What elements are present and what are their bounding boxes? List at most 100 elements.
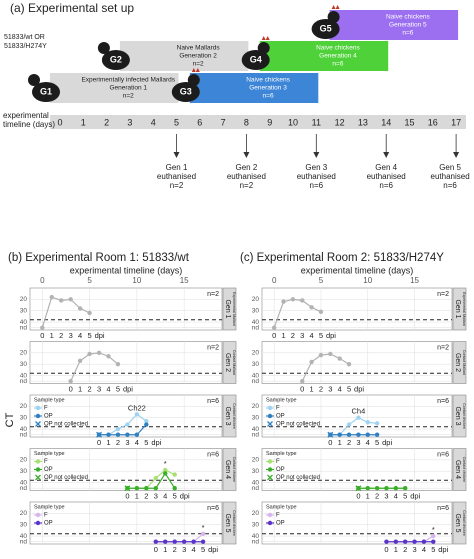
point <box>393 486 399 491</box>
dpi-tick-label: 4 <box>338 384 342 393</box>
dpi-label: dpi <box>180 491 190 500</box>
legend-label: F <box>276 513 280 519</box>
strip-role: Contact chicken <box>462 403 466 429</box>
panel <box>29 287 223 331</box>
legend-marker <box>267 421 273 427</box>
legend-label: F <box>276 459 280 465</box>
legend-title: Sample type <box>266 451 297 457</box>
strip <box>222 501 237 545</box>
euthanised-text: euthanised <box>431 172 470 181</box>
dpi-tick-label: 0 <box>97 438 101 447</box>
day-label: 16 <box>428 117 438 127</box>
group-bar <box>259 41 389 71</box>
bird-icon <box>187 74 200 86</box>
point <box>309 305 314 310</box>
panel <box>261 501 453 545</box>
day-label: 5 <box>174 117 179 127</box>
dpi-tick-label: 4 <box>163 491 167 500</box>
y-tick-label: nd <box>252 485 260 492</box>
y-tick-label: 20 <box>20 350 28 357</box>
day-label: 13 <box>358 117 368 127</box>
n-label: n=6 <box>207 505 219 512</box>
point <box>290 297 296 302</box>
day-label: 11 <box>312 117 321 127</box>
dpi-tick-label: 1 <box>394 545 398 554</box>
dpi-tick-label: 0 <box>384 545 388 554</box>
dpi-tick-label: 5 <box>403 491 407 500</box>
group-text: n=2 <box>123 93 134 100</box>
group-bar <box>329 10 459 40</box>
strip-gen: Gen 4 <box>454 460 461 479</box>
y-tick-label: 20 <box>20 457 28 464</box>
euthanised-text: n=6 <box>310 181 324 190</box>
top-axis-title: experimental timeline (days) <box>301 265 414 275</box>
timeline-label: timeline (days) <box>3 120 55 129</box>
euthanised-text: euthanised <box>367 172 406 181</box>
point <box>153 486 158 491</box>
panel <box>29 341 223 384</box>
panel <box>261 287 453 331</box>
n-label: n=2 <box>207 291 219 298</box>
dpi-label: dpi <box>382 438 392 447</box>
y-tick-label: 40 <box>20 426 28 433</box>
bird-icon <box>311 19 340 39</box>
y-tick-label: 40 <box>252 426 260 433</box>
point <box>309 359 314 365</box>
n-label: n=2 <box>207 344 219 351</box>
y-tick-label: 20 <box>20 403 28 410</box>
day-label: 15 <box>404 117 414 127</box>
y-tick-label: 40 <box>252 479 260 486</box>
group-text: Naive chickens <box>386 14 430 21</box>
euthanised-text: euthanised <box>297 172 336 181</box>
point <box>384 539 389 544</box>
n-label: n=6 <box>437 451 449 458</box>
legend-marker <box>267 474 273 481</box>
point <box>125 432 130 437</box>
point <box>318 352 324 358</box>
strip <box>222 394 237 438</box>
group-text: Experimentally infected Mallards <box>81 77 175 84</box>
dpi-tick-label: 0 <box>69 384 73 393</box>
legend-label: OP <box>44 521 53 527</box>
dpi-tick-label: 0 <box>328 438 332 447</box>
strip-gen: Gen 1 <box>224 299 231 318</box>
y-tick-label: 40 <box>252 319 260 326</box>
bird-icon <box>191 68 200 72</box>
bird-icon <box>171 82 200 102</box>
y-tick-label: 40 <box>252 533 260 540</box>
annotation: * <box>202 523 205 532</box>
dpi-tick-label: 1 <box>106 438 110 447</box>
icon-label: G5 <box>320 23 332 33</box>
point <box>87 351 92 357</box>
point <box>59 298 64 303</box>
y-tick-label: 40 <box>20 533 28 540</box>
dpi-tick-label: 0 <box>272 331 276 340</box>
euthanised-text: n=2 <box>170 181 184 190</box>
legend-label: F <box>44 459 48 465</box>
dpi-tick-label: 2 <box>347 438 351 447</box>
day-label: 6 <box>197 117 202 127</box>
legend-title: Sample type <box>266 397 297 403</box>
virus-label: 51833/H274Y <box>4 43 47 50</box>
day-label: 17 <box>451 117 461 127</box>
point <box>374 486 380 491</box>
arrow-head <box>453 152 460 158</box>
dpi-tick-label: 3 <box>300 331 304 340</box>
legend-marker <box>267 467 273 472</box>
strip <box>452 501 467 545</box>
bird-icon <box>261 36 270 40</box>
group-text: n=6 <box>263 93 274 100</box>
top-tick-label: 10 <box>363 276 372 285</box>
point <box>49 294 54 300</box>
dpi-label: dpi <box>438 545 448 554</box>
point <box>106 354 111 359</box>
y-tick-label: 30 <box>252 361 260 368</box>
top-tick-label: 5 <box>87 276 92 285</box>
dpi-tick-label: 2 <box>403 545 407 554</box>
point <box>281 299 286 304</box>
dpi-tick-label: 3 <box>182 545 186 554</box>
dpi-tick-label: 2 <box>59 331 63 340</box>
legend-label: F <box>44 406 48 412</box>
y-tick-label: 30 <box>20 414 28 421</box>
